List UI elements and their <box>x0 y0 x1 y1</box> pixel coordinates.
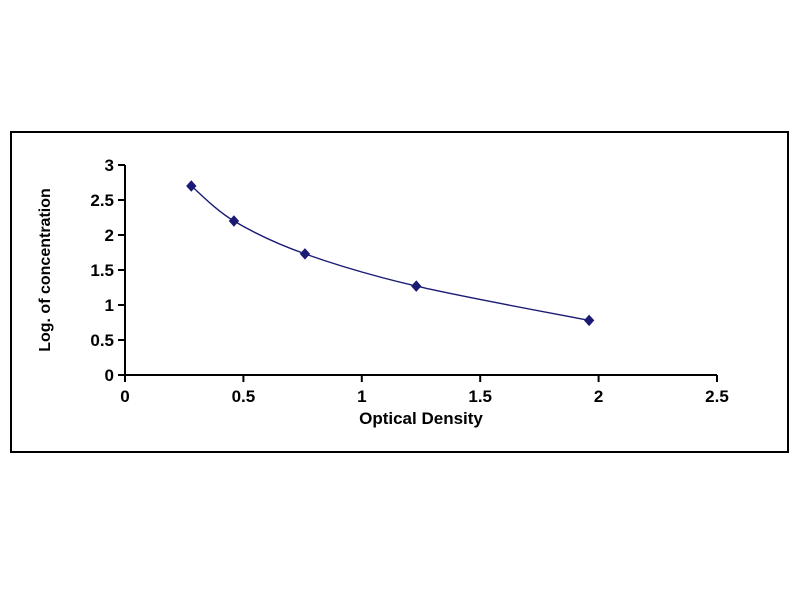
x-tick-label: 0.5 <box>232 387 256 406</box>
x-tick-label: 0 <box>120 387 129 406</box>
x-axis-title: Optical Density <box>359 409 483 428</box>
chart-frame: 0 0.5 1 1.5 2 2.5 0 0.5 1 1.5 2 2.5 3 Optical Densit… <box>10 131 789 453</box>
x-tick-label: 2 <box>594 387 603 406</box>
data-point-marker <box>299 248 311 260</box>
x-tick-label: 1.5 <box>468 387 492 406</box>
y-tick-label: 1.5 <box>90 261 114 280</box>
y-axis-title: Log. of concentration <box>37 188 54 352</box>
y-tick-label: 0.5 <box>90 331 114 350</box>
data-point-marker <box>228 215 240 227</box>
y-tick-label: 2 <box>105 226 114 245</box>
x-tick-label: 2.5 <box>705 387 729 406</box>
data-point-marker <box>186 180 197 192</box>
y-tick-label: 1 <box>105 296 114 315</box>
data-point-marker <box>583 314 595 327</box>
y-tick-label: 2.5 <box>90 191 114 210</box>
y-tick-label: 3 <box>105 156 114 175</box>
series-line <box>190 185 590 322</box>
y-tick-label: 0 <box>105 366 114 385</box>
data-point-marker <box>411 280 422 292</box>
plot-svg: 0 0.5 1 1.5 2 2.5 0 0.5 1 1.5 2 2.5 3 <box>90 156 729 406</box>
x-tick-label: 1 <box>357 387 366 406</box>
